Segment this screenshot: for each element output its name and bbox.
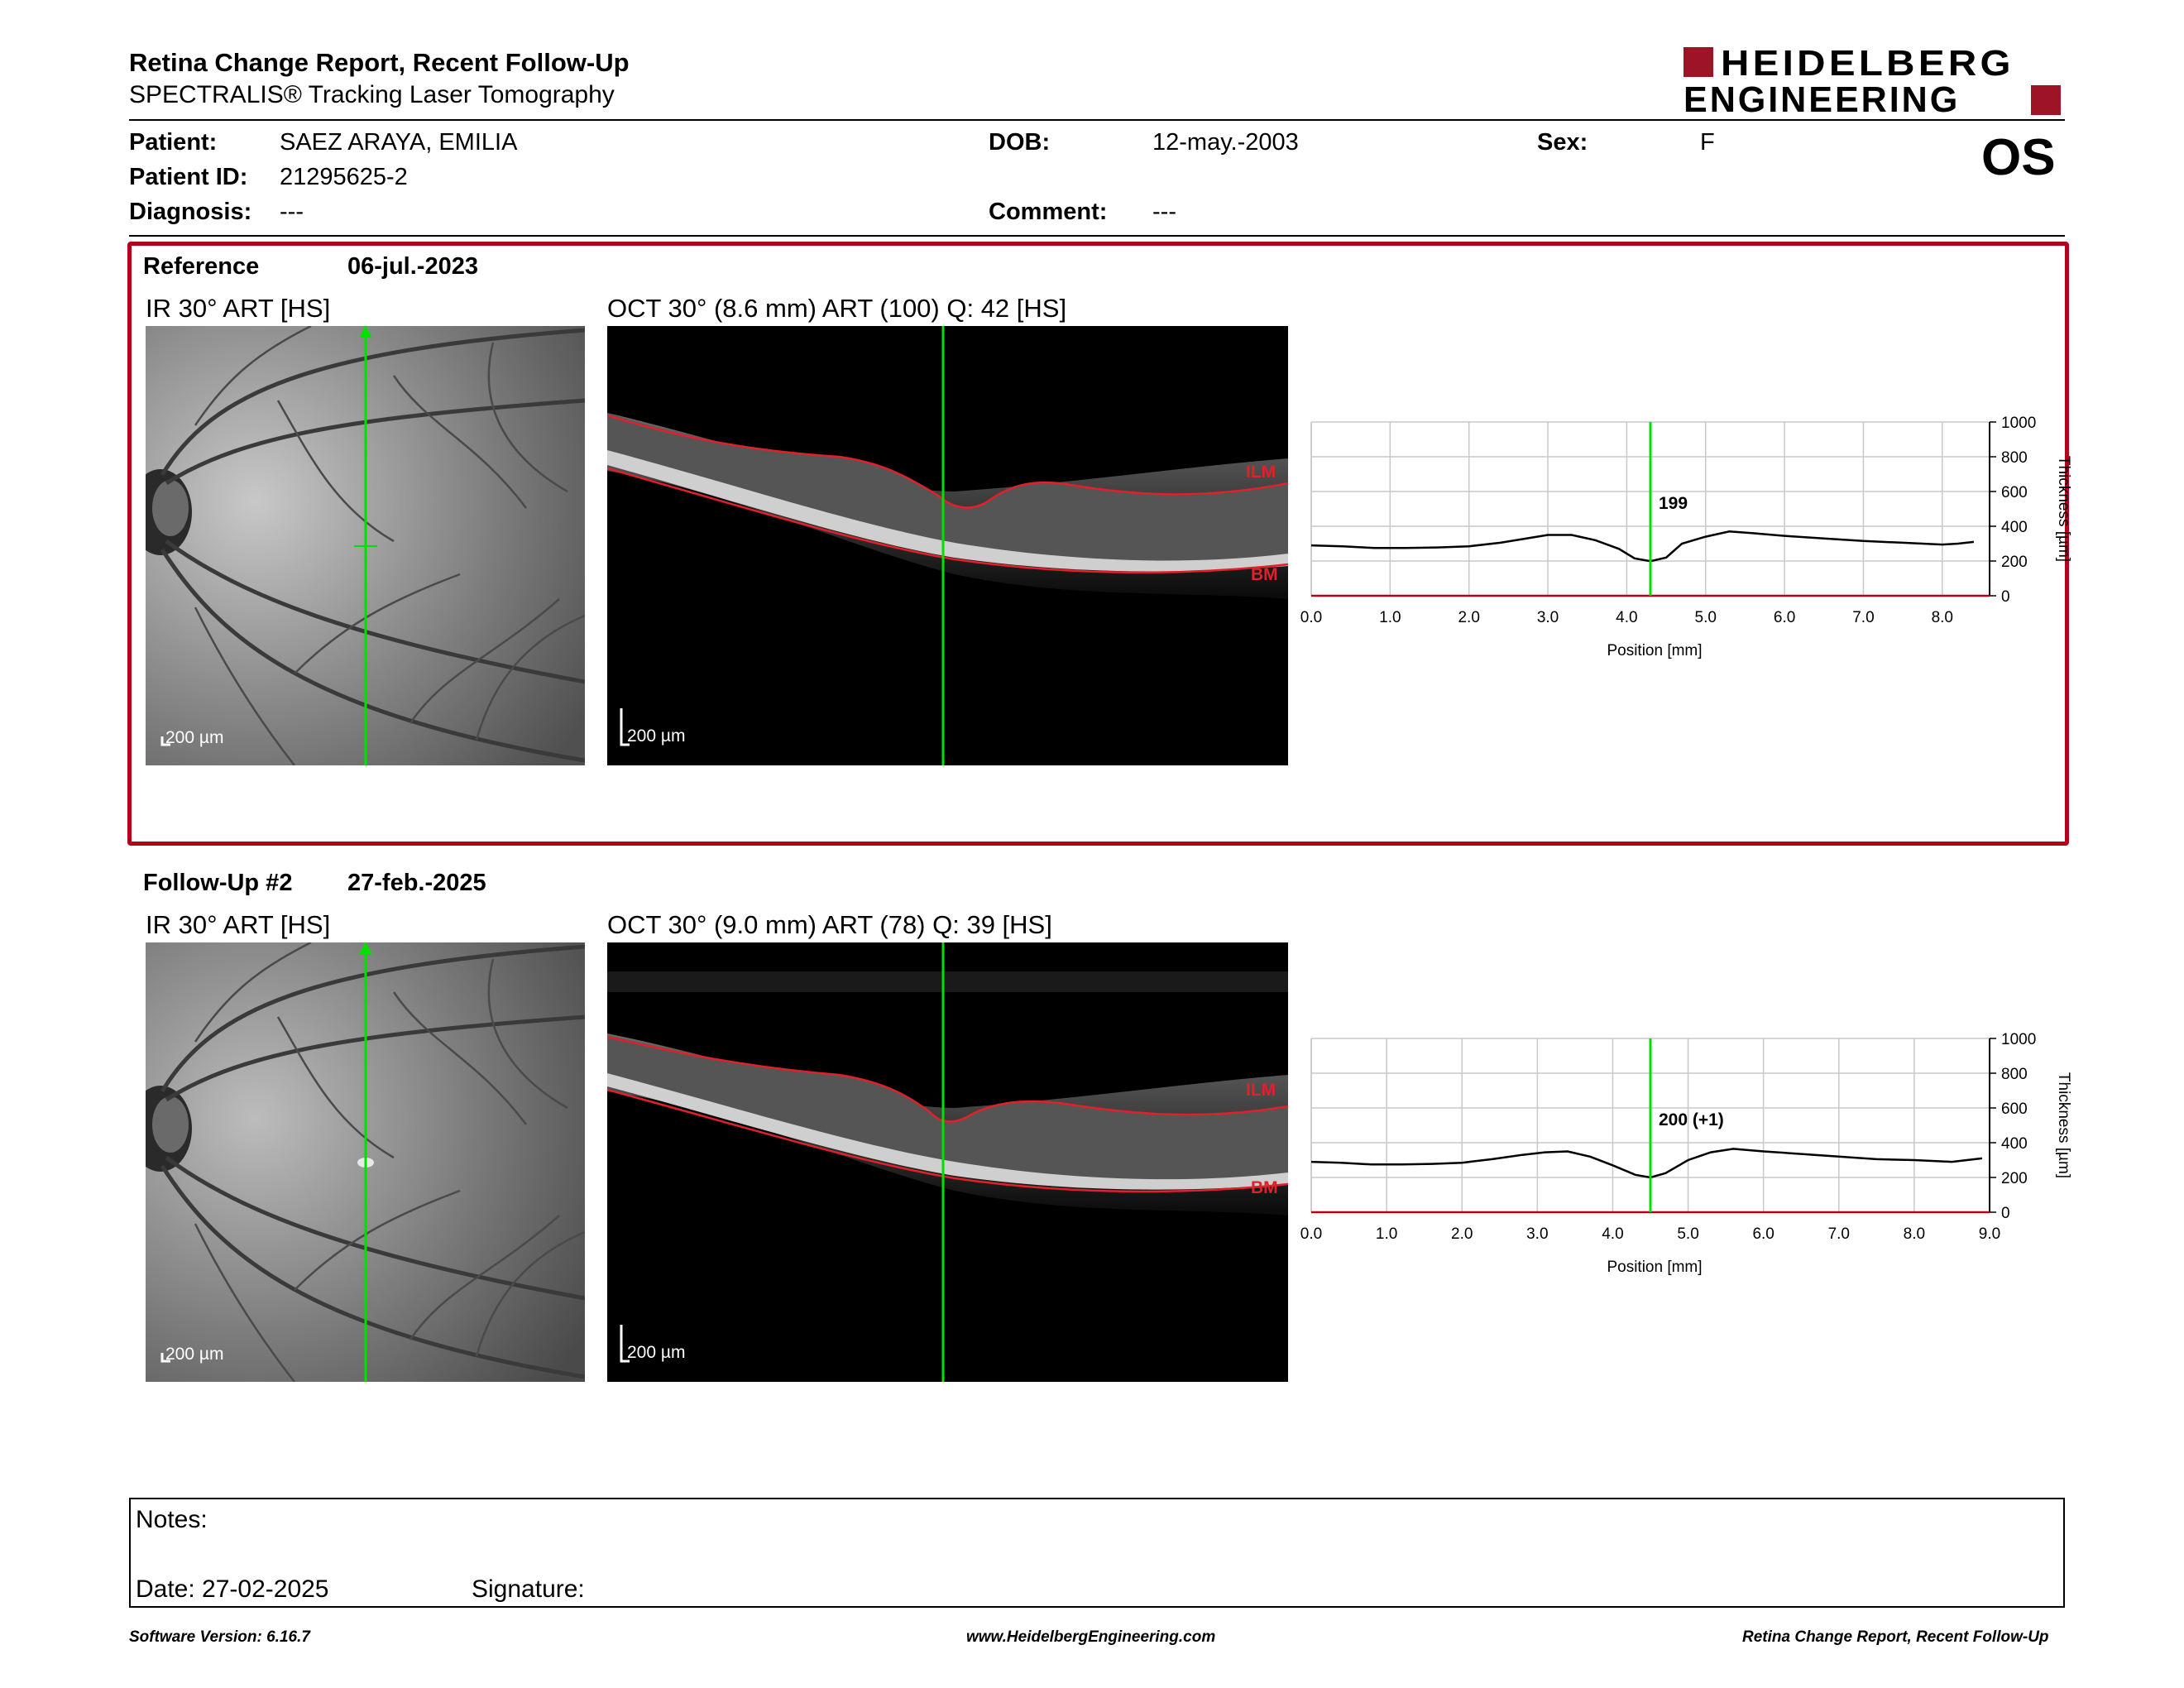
- dob-label: DOB:: [989, 129, 1051, 156]
- x-tick-label: 5.0: [1677, 1225, 1698, 1243]
- reference-bm-label: BM: [1251, 565, 1278, 584]
- diagnosis-label: Diagnosis:: [129, 199, 252, 225]
- x-tick-label: 6.0: [1752, 1225, 1774, 1243]
- x-tick-label: 8.0: [1932, 609, 1953, 626]
- y-tick-label: 200: [2001, 1170, 2028, 1187]
- x-tick-label: 7.0: [1828, 1225, 1850, 1243]
- followup-ir-title: IR 30° ART [HS]: [146, 910, 331, 939]
- report-subtitle: SPECTRALIS® Tracking Laser Tomography: [129, 81, 615, 108]
- y-tick-label: 400: [2001, 1135, 2028, 1153]
- x-tick-label: 2.0: [1458, 609, 1479, 626]
- y-tick-label: 600: [2001, 484, 2028, 501]
- y-axis-label: Thickness [µm]: [2055, 1072, 2072, 1178]
- reference-oct-scale: 200 µm: [627, 727, 686, 746]
- reference-oct-image: ILM BM 200 µm: [607, 326, 1288, 765]
- notes-date: Date: 27-02-2025: [136, 1575, 329, 1603]
- dob-value: 12-may.-2003: [1152, 129, 1299, 156]
- followup-bm-label: BM: [1251, 1178, 1278, 1197]
- y-tick-label: 0: [2001, 1205, 2010, 1222]
- notes-signature: Signature:: [472, 1575, 585, 1603]
- sex-value: F: [1700, 129, 1715, 156]
- x-tick-label: 0.0: [1300, 609, 1322, 626]
- reference-thickness-chart: 0.0 1.0 2.0 3.0 4.0 5.0 6.0 7.0 8.0 0 200 400 600 800…: [1300, 415, 2072, 659]
- followup-oct-title: OCT 30° (9.0 mm) ART (78) Q: 39 [HS]: [607, 910, 1052, 939]
- reference-ir-image: 200 µm: [146, 326, 585, 765]
- x-tick-label: 4.0: [1602, 1225, 1623, 1243]
- reference-ilm-label: ILM: [1246, 463, 1276, 482]
- x-axis-label: Position [mm]: [1607, 1259, 1702, 1276]
- logo-line2: ENGINEERING: [1684, 79, 1961, 120]
- y-tick-label: 1000: [2001, 1031, 2036, 1048]
- followup-ir-image: 200 µm: [146, 942, 585, 1382]
- y-tick-label: 0: [2001, 588, 2010, 606]
- x-tick-label: 7.0: [1852, 609, 1874, 626]
- footer-software-version: Software Version: 6.16.7: [129, 1628, 310, 1646]
- patient-id-label: Patient ID:: [129, 164, 248, 190]
- logo-square-bottom: [2031, 85, 2061, 115]
- reference-date: 06-jul.-2023: [347, 253, 478, 280]
- notes-box: [129, 1498, 2065, 1608]
- x-tick-label: 5.0: [1695, 609, 1717, 626]
- x-tick-label: 3.0: [1537, 609, 1559, 626]
- logo-square-top: [1684, 47, 1713, 77]
- y-tick-label: 800: [2001, 449, 2028, 467]
- y-tick-label: 800: [2001, 1066, 2028, 1083]
- y-tick-label: 200: [2001, 554, 2028, 571]
- comment-value: ---: [1152, 199, 1176, 225]
- followup-oct-image: ILM BM 200 µm: [607, 942, 1288, 1382]
- thickness-line: [1310, 1148, 1983, 1179]
- y-tick-label: 400: [2001, 519, 2028, 536]
- x-tick-label: 8.0: [1904, 1225, 1925, 1243]
- reference-oct-title: OCT 30° (8.6 mm) ART (100) Q: 42 [HS]: [607, 294, 1067, 323]
- footer-report-name: Retina Change Report, Recent Follow-Up: [1742, 1628, 2049, 1646]
- x-axis-label: Position [mm]: [1607, 642, 1702, 659]
- x-tick-label: 4.0: [1616, 609, 1637, 626]
- header-divider: [129, 119, 2065, 121]
- x-tick-label: 3.0: [1526, 1225, 1548, 1243]
- patient-label: Patient:: [129, 129, 218, 156]
- heidelberg-logo: HEIDELBERG ENGINEERING: [1684, 43, 2064, 120]
- patient-id-value: 21295625-2: [280, 164, 408, 190]
- followup-thickness-chart: 0.0 1.0 2.0 3.0 4.0 5.0 6.0 7.0 8.0 9.00 200 400 600…: [1300, 1031, 2072, 1276]
- followup-ilm-label: ILM: [1246, 1081, 1276, 1100]
- thickness-line: [1310, 530, 1975, 563]
- patient-value: SAEZ ARAYA, EMILIA: [280, 129, 518, 156]
- footer-website: www.HeidelbergEngineering.com: [966, 1628, 1216, 1646]
- x-tick-label: 1.0: [1379, 609, 1401, 626]
- x-tick-label: 0.0: [1300, 1225, 1322, 1243]
- followup-date: 27-feb.-2025: [347, 870, 486, 896]
- x-tick-label: 1.0: [1376, 1225, 1397, 1243]
- followup-label: Follow-Up #2: [143, 870, 293, 896]
- logo-line1: HEIDELBERG: [1721, 43, 2014, 84]
- followup-oct-scale: 200 µm: [627, 1343, 686, 1362]
- comment-label: Comment:: [989, 199, 1108, 225]
- sex-label: Sex:: [1537, 129, 1588, 156]
- report-title: Retina Change Report, Recent Follow-Up: [129, 48, 630, 77]
- reference-frame: [127, 242, 2069, 846]
- reference-ir-title: IR 30° ART [HS]: [146, 294, 331, 323]
- eye-indicator: OS: [1981, 129, 2056, 186]
- y-tick-label: 600: [2001, 1101, 2028, 1118]
- notes-label: Notes:: [136, 1506, 208, 1533]
- patient-divider: [129, 235, 2065, 237]
- followup-ir-scale: 200 µm: [165, 1345, 224, 1364]
- y-axis-label: Thickness [µm]: [2055, 456, 2072, 562]
- reference-label: Reference: [143, 253, 260, 280]
- y-tick-label: 1000: [2001, 415, 2036, 432]
- reference-ir-scale: 200 µm: [165, 728, 224, 747]
- x-tick-label: 9.0: [1979, 1225, 2000, 1243]
- marker-value-label: 200 (+1): [1659, 1110, 1724, 1129]
- x-tick-label: 6.0: [1774, 609, 1795, 626]
- diagnosis-value: ---: [280, 199, 304, 225]
- marker-value-label: 199: [1659, 494, 1688, 513]
- x-tick-label: 2.0: [1451, 1225, 1473, 1243]
